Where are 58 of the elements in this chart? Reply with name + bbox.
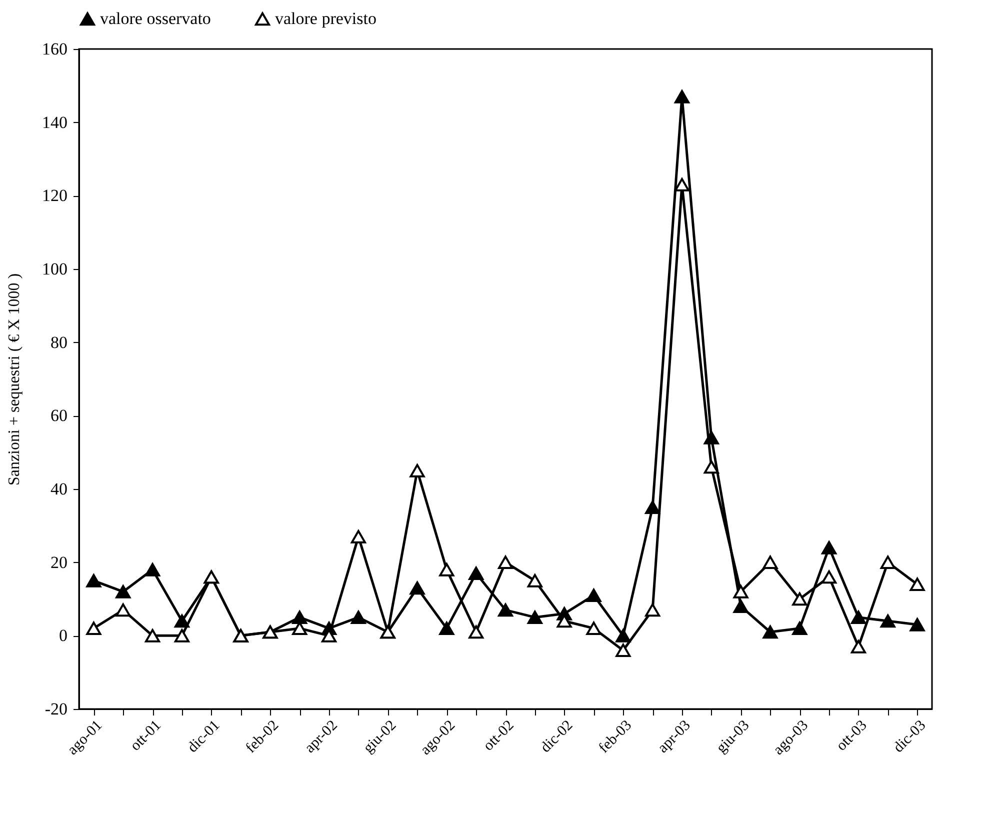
point [468,566,484,580]
point [498,603,514,617]
point [410,581,425,595]
point [880,614,896,628]
point [350,610,366,624]
y-tick-label: 20 [50,552,68,572]
y-tick-label: 120 [42,186,68,206]
point [910,578,925,591]
point [410,464,425,478]
y-tick-label: 160 [42,40,68,58]
point [616,629,631,642]
point [145,563,160,576]
point [439,563,454,576]
point [586,588,602,602]
point [645,603,660,617]
point [674,90,690,104]
point [174,614,190,628]
point [439,622,454,635]
point [733,600,748,613]
point [762,556,778,569]
point [704,431,719,444]
y-tick-label: 80 [50,332,68,352]
point [174,629,190,642]
point [86,622,102,635]
point [86,574,102,588]
point [850,640,866,654]
point [822,570,837,584]
legend-label: valore osservato [100,8,211,28]
legend-label: valore previsto [275,8,376,28]
point [792,622,808,635]
point [468,625,484,639]
y-tick-label: -20 [44,700,68,718]
y-axis-title: Sanzioni + sequestri ( € X 1000 ) [6,273,23,486]
point [527,610,542,624]
point [292,610,308,624]
point [822,541,837,554]
y-tick-label: 40 [50,480,68,498]
point [792,592,808,606]
point [850,610,866,624]
point [116,603,131,617]
point [674,178,690,192]
point [616,644,631,657]
point [116,585,131,598]
y-tick-label: 60 [50,406,68,426]
point [350,530,366,544]
point [498,556,514,569]
y-tick-label: 140 [42,112,68,132]
point [880,556,896,569]
point [586,622,602,635]
point [704,460,719,474]
point [645,500,660,514]
y-tick-label: 0 [59,626,68,646]
point [527,574,542,588]
point [762,625,778,639]
point [733,585,748,598]
point [910,618,925,632]
point [145,629,160,642]
y-tick-label: 100 [42,260,68,278]
